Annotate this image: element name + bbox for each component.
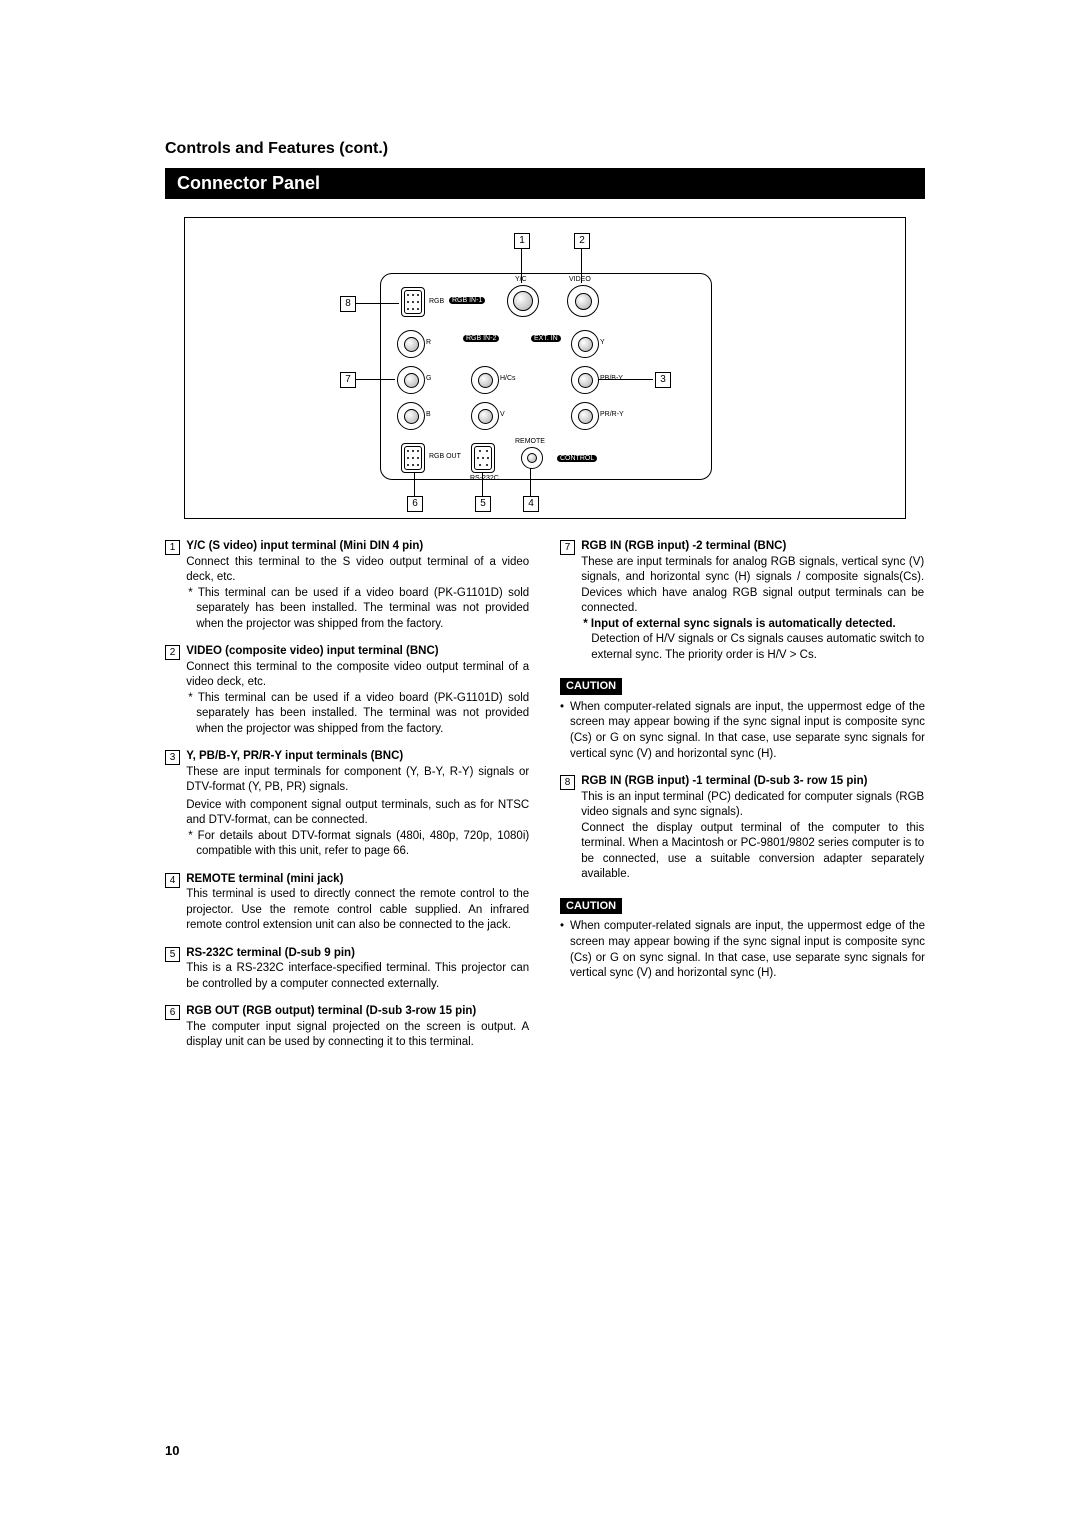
item-7: 7 RGB IN (RGB input) -2 terminal (BNC) T… [560,539,925,663]
banner-title: Connector Panel [165,168,925,199]
dsub-rgb-out [401,443,425,473]
caution-2-text: • When computer-related signals are inpu… [560,919,925,981]
r-terminal [397,330,425,358]
pb-terminal [571,366,599,394]
remote-terminal [521,447,543,469]
page: Controls and Features (cont.) Connector … [0,0,1080,1528]
connector-diagram: RGB RGB IN-1 Y/C VIDEO R RGB IN-2 EXT. I… [184,217,906,519]
y-terminal [571,330,599,358]
b-terminal [397,402,425,430]
caution-label-1: CAUTION [560,678,622,695]
text-columns: 1 Y/C (S video) input terminal (Mini DIN… [165,539,925,1063]
video-terminal [567,285,599,317]
item-2: 2 VIDEO (composite video) input terminal… [165,644,530,737]
yc-terminal [507,285,539,317]
item-8: 8 RGB IN (RGB input) -1 terminal (D-sub … [560,774,925,883]
item-5: 5 RS-232C terminal (D-sub 9 pin) This is… [165,946,530,993]
item-3: 3 Y, PB/B-Y, PR/R-Y input terminals (BNC… [165,749,530,860]
item-4: 4 REMOTE terminal (mini jack) This termi… [165,872,530,934]
dsub-rgb-in1 [401,287,425,317]
v-terminal [471,402,499,430]
dsub-rs232c [471,443,495,473]
page-number: 10 [165,1443,179,1458]
right-column: 7 RGB IN (RGB input) -2 terminal (BNC) T… [560,539,925,1063]
hcs-terminal [471,366,499,394]
g-terminal [397,366,425,394]
caution-1-text: • When computer-related signals are inpu… [560,700,925,762]
section-header: Controls and Features (cont.) [165,140,925,158]
pr-terminal [571,402,599,430]
item-6: 6 RGB OUT (RGB output) terminal (D-sub 3… [165,1004,530,1051]
left-column: 1 Y/C (S video) input terminal (Mini DIN… [165,539,530,1063]
item-1: 1 Y/C (S video) input terminal (Mini DIN… [165,539,530,632]
caution-label-2: CAUTION [560,898,622,915]
